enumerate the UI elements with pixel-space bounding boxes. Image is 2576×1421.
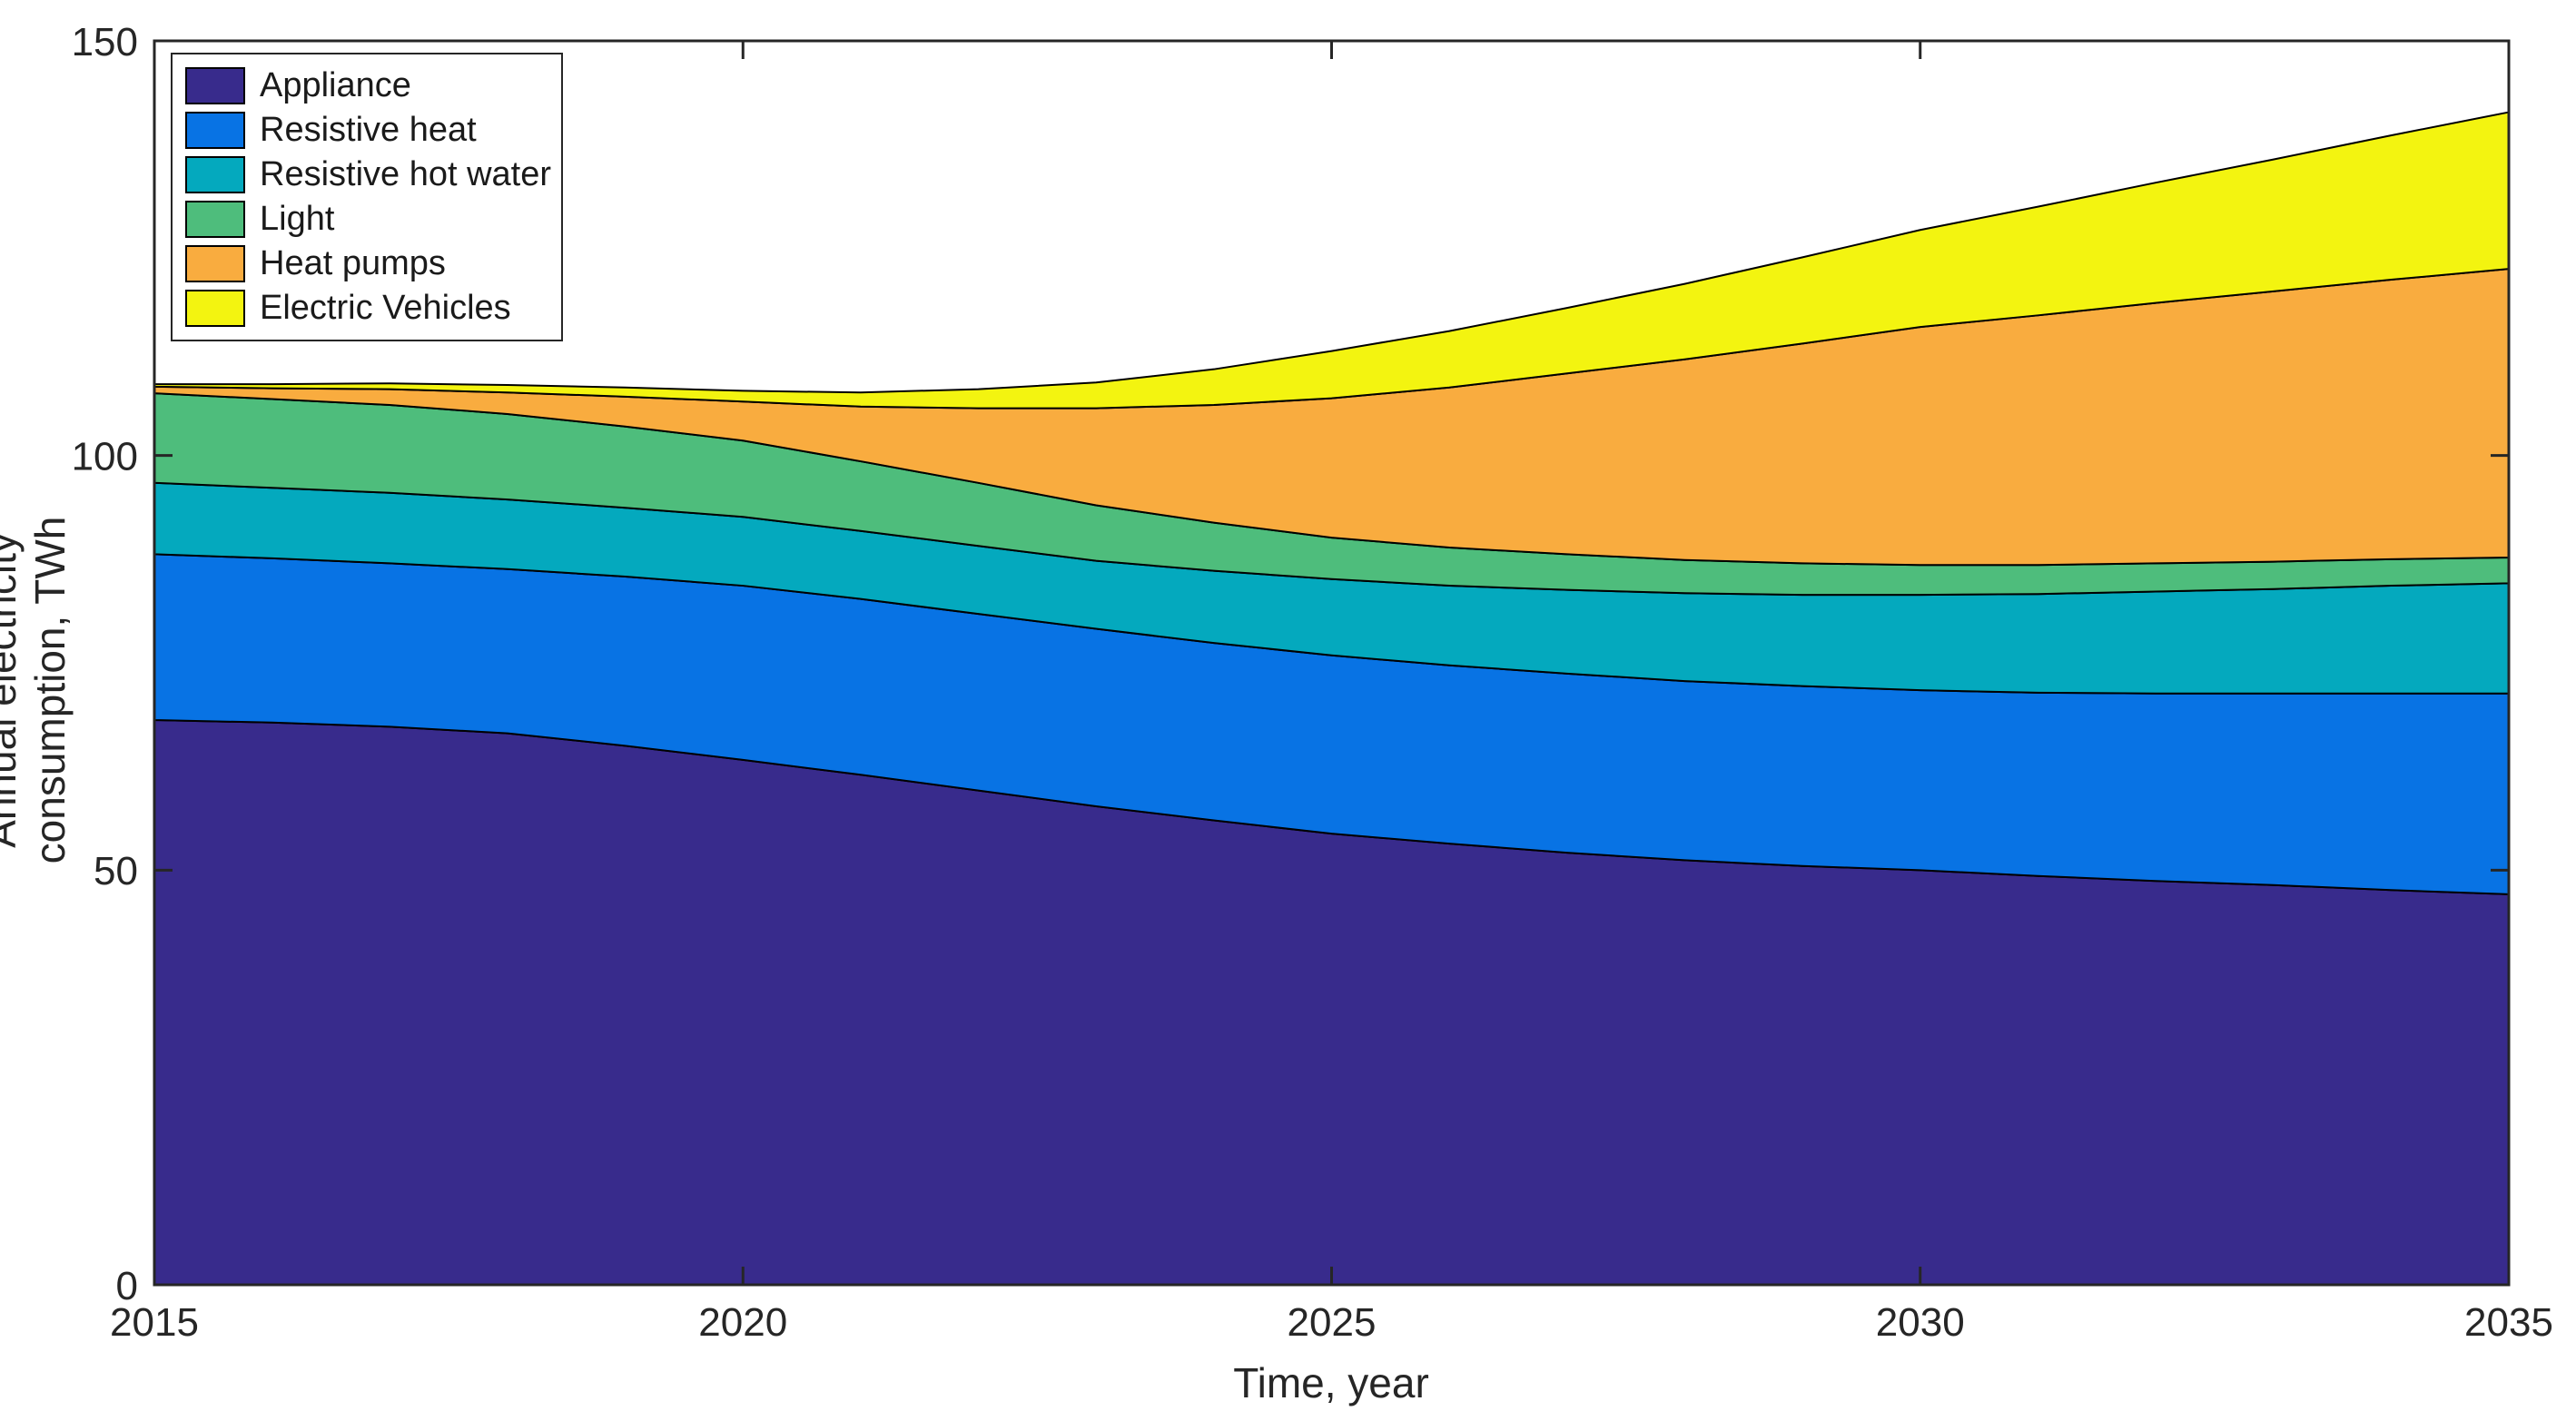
legend-item-light: Light (185, 197, 561, 242)
legend-swatch-electric-vehicles (185, 290, 245, 327)
y-tick-label: 0 (116, 1264, 138, 1308)
legend-label: Appliance (260, 66, 411, 104)
legend-item-heat-pumps: Heat pumps (185, 242, 561, 286)
legend-label: Heat pumps (260, 244, 446, 282)
y-tick-label: 100 (72, 435, 138, 479)
y-axis-label: Annual electricity consumption, TWh (0, 516, 74, 864)
legend-label: Light (260, 200, 335, 238)
legend-swatch-light (185, 201, 245, 238)
legend-swatch-appliance (185, 67, 245, 104)
x-tick-label: 2020 (698, 1300, 787, 1345)
x-tick-label: 2015 (110, 1300, 199, 1345)
legend-item-appliance: Appliance (185, 64, 561, 108)
legend-item-resistive-heat: Resistive heat (185, 108, 561, 153)
legend-swatch-resistive-hot-water (185, 156, 245, 193)
y-tick-label: 150 (72, 20, 138, 64)
legend-swatch-resistive-heat (185, 112, 245, 149)
legend-label: Resistive heat (260, 111, 477, 149)
legend-swatch-heat-pumps (185, 245, 245, 282)
x-tick-label: 2025 (1288, 1300, 1377, 1345)
x-tick-label: 2035 (2464, 1300, 2553, 1345)
y-tick-label: 50 (94, 849, 138, 893)
legend-item-resistive-hot-water: Resistive hot water (185, 153, 561, 197)
legend: Appliance Resistive heat Resistive hot w… (171, 53, 563, 341)
legend-label: Resistive hot water (260, 155, 552, 193)
legend-label: Electric Vehicles (260, 289, 511, 327)
x-tick-label: 2030 (1876, 1300, 1965, 1345)
x-axis-label: Time, year (1233, 1359, 1429, 1406)
legend-item-electric-vehicles: Electric Vehicles (185, 286, 561, 331)
